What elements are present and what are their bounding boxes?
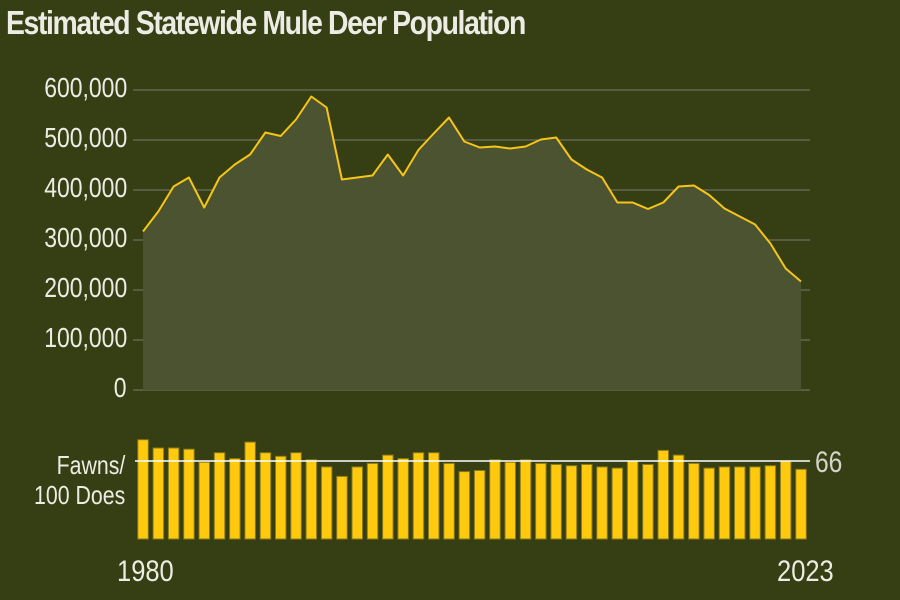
fawn-bar xyxy=(366,462,379,540)
fawn-bar xyxy=(657,449,669,540)
fawn-bar xyxy=(504,461,516,540)
fawn-bar xyxy=(259,452,272,540)
fawn-bar xyxy=(336,475,348,540)
x-end-label: 2023 xyxy=(777,555,834,588)
fawn-bar xyxy=(489,459,501,540)
fawn-ratio-bars xyxy=(137,439,807,540)
fawn-bar xyxy=(519,459,532,540)
fawn-bar xyxy=(382,454,394,540)
fawn-bar xyxy=(428,452,440,540)
fawn-label-line1: Fawns/ xyxy=(56,450,126,480)
fawn-bar xyxy=(275,455,287,540)
fawn-bar xyxy=(611,467,624,540)
fawn-bar xyxy=(626,460,639,540)
x-start-label: 1980 xyxy=(117,555,174,588)
fawn-bar xyxy=(244,441,256,540)
fawn-bar xyxy=(779,460,792,540)
fawn-bar xyxy=(703,467,715,540)
fawn-bar xyxy=(642,464,654,540)
fawn-bar xyxy=(137,439,149,540)
fawn-bar xyxy=(535,462,547,540)
fawn-bar xyxy=(458,471,471,540)
y-tick-label: 300,000 xyxy=(44,222,127,253)
fawn-bar xyxy=(320,466,333,540)
fawn-bar xyxy=(213,452,226,540)
y-tick-label: 600,000 xyxy=(44,72,127,103)
fawn-axis-label: Fawns/ 100 Does xyxy=(34,450,125,510)
fawn-bar xyxy=(795,468,807,540)
fawn-bar xyxy=(229,458,241,540)
fawn-bar xyxy=(167,447,180,540)
fawn-bar xyxy=(305,459,318,540)
chart-title: Estimated Statewide Mule Deer Population xyxy=(6,4,526,41)
fawn-bar xyxy=(351,466,363,540)
fawn-bar xyxy=(734,466,746,540)
fawn-bar xyxy=(565,465,578,540)
fawn-bar xyxy=(183,448,195,540)
fawn-bar xyxy=(581,464,593,540)
y-tick-label: 400,000 xyxy=(44,172,127,203)
y-tick-label: 0 xyxy=(114,372,127,403)
fawn-bar xyxy=(412,452,425,540)
fawn-reference-value: 66 xyxy=(815,446,843,479)
population-line xyxy=(142,95,802,283)
fawn-bar xyxy=(152,447,165,540)
fawn-bar xyxy=(198,461,210,540)
fawn-bar xyxy=(290,452,302,540)
y-tick-label: 500,000 xyxy=(44,122,127,153)
fawn-bar xyxy=(443,462,455,540)
population-area xyxy=(143,96,801,390)
fawn-bar xyxy=(672,454,685,540)
fawn-bar xyxy=(473,470,486,540)
fawn-bar xyxy=(550,464,562,540)
fawn-bar xyxy=(718,466,731,540)
fawn-bar xyxy=(764,465,777,540)
fawn-bar xyxy=(596,466,608,540)
fawn-bar xyxy=(749,466,761,540)
y-tick-label: 200,000 xyxy=(44,272,127,303)
y-tick-label: 100,000 xyxy=(44,322,127,353)
fawn-bar xyxy=(397,458,409,540)
fawn-bar xyxy=(688,462,700,540)
fawn-label-line2: 100 Does xyxy=(33,480,125,510)
